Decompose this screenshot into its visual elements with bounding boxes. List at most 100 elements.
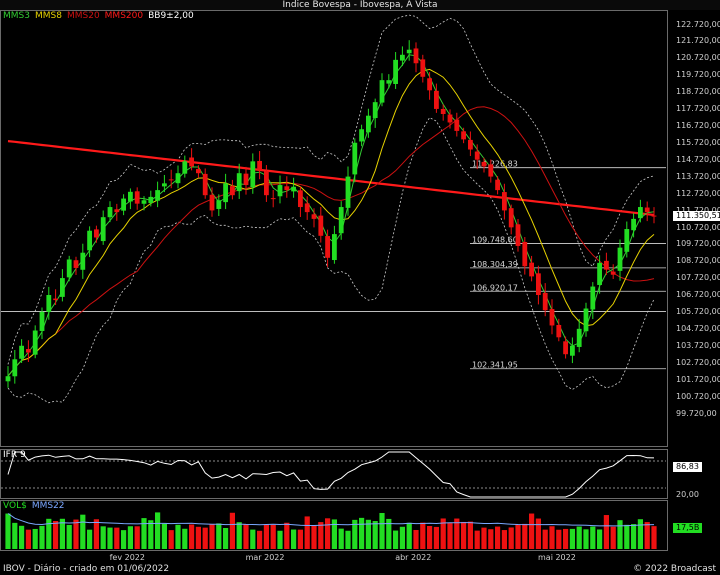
candle-body	[495, 179, 500, 191]
candle-body	[359, 129, 364, 142]
candle-body	[379, 80, 385, 103]
volume-bar	[236, 522, 242, 549]
volume-bar	[461, 521, 467, 549]
candle-body	[243, 173, 249, 186]
candle-body	[257, 160, 262, 170]
volume-bar	[168, 530, 174, 549]
price-tick-label: 113.720,00	[676, 171, 720, 181]
candle-body	[223, 183, 228, 203]
candle-body	[189, 157, 194, 167]
volume-bar	[338, 528, 344, 549]
volume-bar	[433, 526, 439, 549]
volume-bar	[46, 518, 52, 549]
volume-bar	[175, 524, 181, 549]
candle-body	[563, 341, 568, 355]
candle-body	[624, 229, 630, 252]
candle-body	[100, 217, 106, 242]
footer-left: IBOV - Diário - criado em 01/06/2022	[3, 564, 170, 574]
volume-bar	[195, 526, 201, 549]
candle-body	[638, 207, 643, 219]
candle-body	[5, 376, 11, 382]
candle-body	[94, 229, 99, 238]
mms20-line	[7, 106, 655, 377]
volume-bar	[447, 523, 453, 549]
volume-bar	[454, 518, 460, 549]
candle-body	[631, 218, 636, 231]
volume-bar	[610, 526, 616, 549]
candle-body	[318, 215, 324, 236]
candle-body	[26, 349, 31, 353]
price-tick-label: 112.720,00	[676, 188, 720, 198]
volume-bar	[617, 520, 623, 549]
candle-body	[617, 247, 623, 271]
volume-bar	[325, 518, 331, 549]
candle-body	[107, 207, 113, 218]
ifr-panel[interactable]	[0, 449, 668, 499]
volume-bar	[331, 519, 337, 549]
candle-body	[32, 330, 38, 355]
price-tick-label: 107.720,00	[676, 273, 720, 283]
volume-bar	[93, 519, 99, 549]
volume-bar	[257, 530, 263, 549]
volume-bar	[515, 524, 521, 549]
volume-bar	[359, 517, 365, 549]
volume-bar	[59, 518, 65, 549]
volume-bar	[19, 525, 25, 549]
candle-body	[209, 194, 215, 211]
candle-body	[148, 196, 154, 204]
price-tick-label: 103.720,00	[676, 340, 720, 350]
candle-body	[332, 234, 337, 261]
ifr-value-box: 86,83	[673, 462, 702, 472]
volume-bar	[223, 527, 229, 549]
volume-bar	[576, 526, 582, 549]
candle-body	[284, 186, 290, 191]
candle-body	[474, 151, 480, 160]
legend-mms3: MMS3	[3, 11, 30, 21]
candle-body	[515, 224, 521, 246]
legend-mms200: MMS200	[104, 11, 144, 21]
volume-bar	[270, 524, 276, 549]
price-tick-label: 119.720,00	[676, 70, 720, 80]
volume-bar	[134, 526, 140, 549]
candle-body	[196, 169, 201, 174]
candle-body	[202, 173, 208, 196]
volume-bar	[624, 524, 630, 549]
candle-body	[413, 48, 419, 64]
candle-body	[352, 142, 358, 175]
candle-body	[291, 186, 296, 192]
volume-bar	[127, 526, 133, 549]
volume-bar	[277, 530, 283, 549]
candle-body	[345, 176, 351, 208]
volume-legend: VOL$ MMS22	[3, 501, 70, 511]
volume-bar	[352, 519, 358, 549]
candle-body	[508, 208, 514, 228]
price-tick-label: 121.720,00	[676, 36, 720, 46]
volume-bar	[379, 512, 385, 549]
level-label: 102.341,95	[472, 361, 518, 370]
candle-body	[583, 308, 589, 332]
volume-bar	[603, 515, 609, 549]
price-tick-label: 109.720,00	[676, 239, 720, 249]
volume-bar	[5, 513, 11, 549]
volume-bar	[420, 522, 426, 549]
candle-body	[236, 173, 242, 192]
volume-bar	[318, 522, 324, 549]
volume-bar	[291, 529, 297, 549]
volume-bar	[631, 524, 637, 549]
candle-body	[128, 191, 133, 202]
candle-body	[175, 173, 181, 184]
volume-bar	[114, 527, 120, 549]
price-tick-label: 116.720,00	[676, 121, 720, 130]
price-tick-label: 106.720,00	[676, 290, 720, 300]
legend-bb: BB9±2,00	[148, 11, 194, 21]
price-tick-label: 102.720,00	[676, 357, 720, 367]
legend-mms20: MMS20	[66, 11, 100, 21]
price-legend: MMS3 MMS8 MMS20 MMS200 BB9±2,00	[3, 11, 199, 21]
candle-body	[488, 164, 494, 177]
volume-bar	[216, 523, 222, 549]
candle-body	[298, 190, 303, 208]
candle-body	[19, 345, 24, 359]
volume-bar	[209, 524, 215, 549]
price-tick-label: 115.720,00	[676, 137, 720, 147]
candle-body	[644, 207, 650, 213]
